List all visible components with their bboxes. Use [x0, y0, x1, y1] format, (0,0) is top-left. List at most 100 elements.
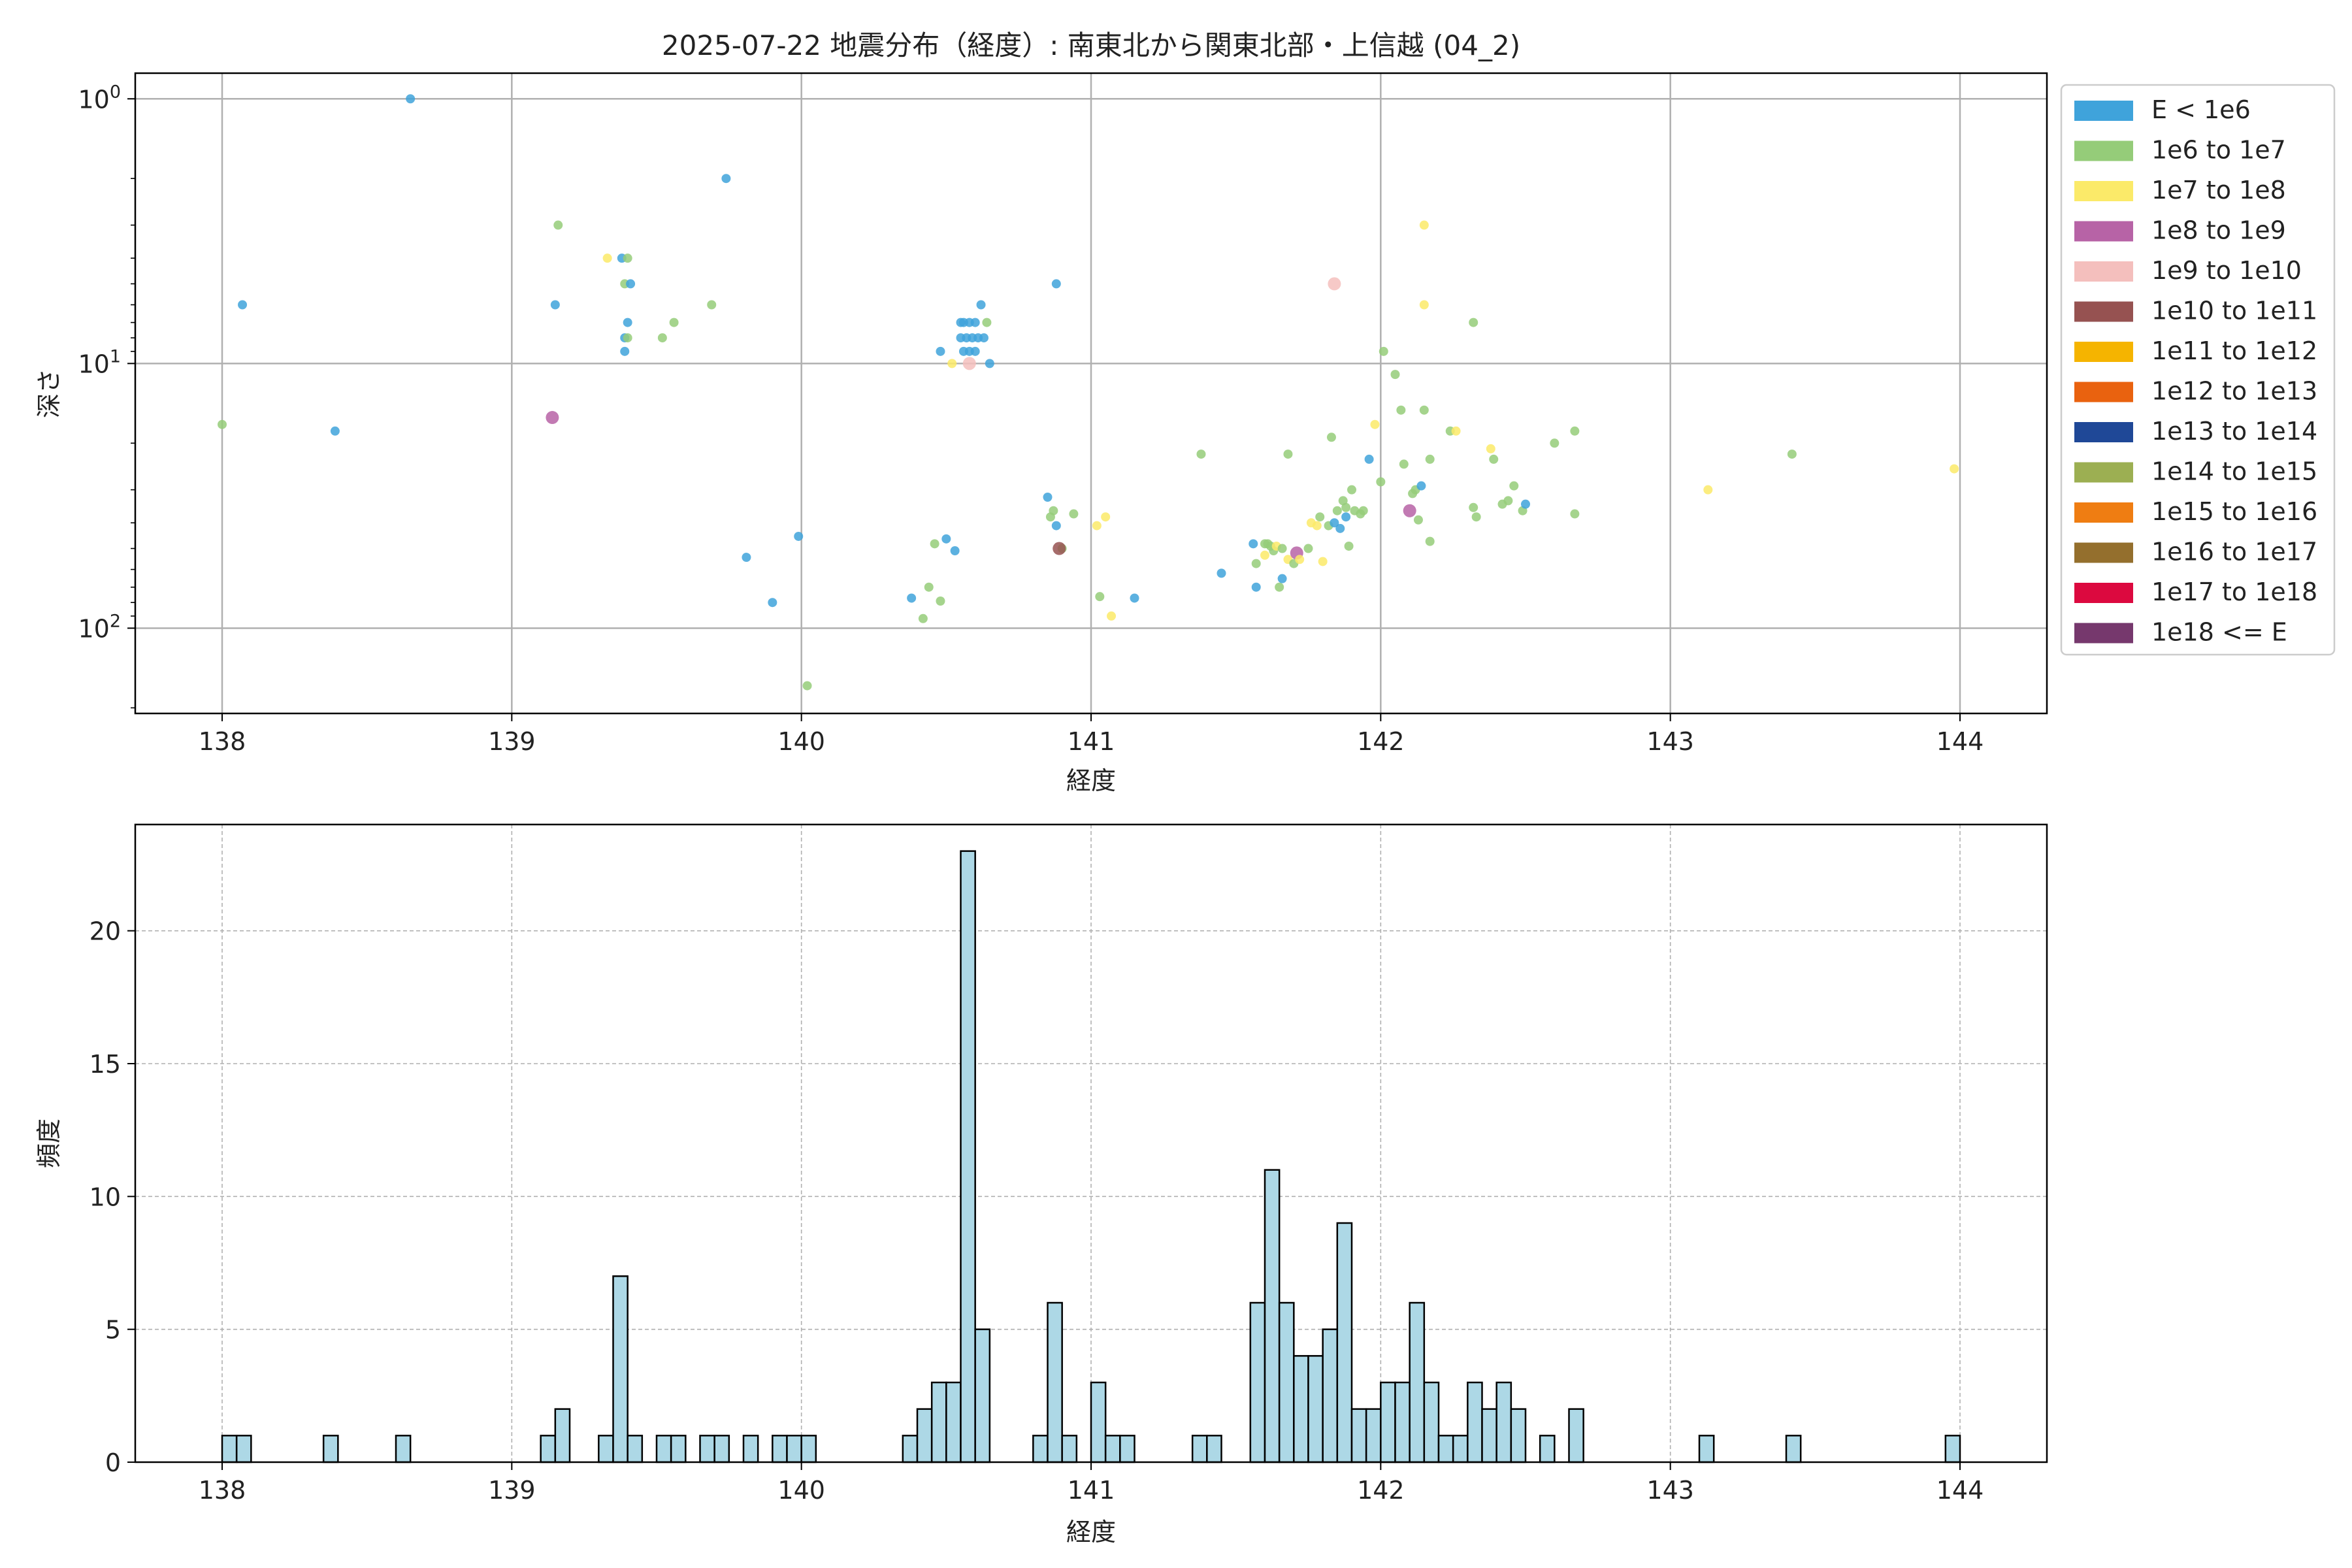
scatter-point	[1471, 512, 1481, 522]
histogram-x-ticks: 138 139 140 141 142 143 144	[199, 1462, 1984, 1505]
scatter-x-tick-label: 142	[1357, 727, 1405, 756]
legend-label: 1e17 to 1e18	[2151, 578, 2317, 606]
histogram-bars	[221, 850, 1961, 1463]
histogram-bar	[1322, 1328, 1339, 1463]
scatter-point	[1283, 449, 1293, 459]
scatter-point	[330, 426, 340, 436]
scatter-point	[1570, 426, 1580, 436]
scatter-point	[1341, 512, 1351, 522]
scatter-x-tick-label: 143	[1646, 727, 1694, 756]
legend-label: 1e14 to 1e15	[2151, 457, 2317, 486]
histogram-bar	[930, 1381, 947, 1463]
scatter-point	[1451, 426, 1461, 436]
legend-label: 1e8 to 1e9	[2151, 216, 2286, 245]
scatter-point	[1092, 521, 1102, 531]
scatter-point	[1396, 405, 1406, 415]
scatter-point	[602, 253, 612, 263]
scatter-point	[1403, 504, 1416, 517]
scatter-point	[1095, 592, 1105, 602]
histogram-bar	[540, 1435, 557, 1463]
scatter-point	[1326, 433, 1336, 442]
histogram-y-tick-label: 10	[90, 1183, 121, 1211]
histogram-bar	[902, 1435, 919, 1463]
histogram-grid	[135, 825, 2047, 1463]
legend-swatch	[2074, 301, 2133, 322]
scatter-point	[930, 539, 939, 549]
scatter-point	[970, 318, 980, 327]
legend-label: 1e15 to 1e16	[2151, 497, 2317, 526]
histogram-bar	[1481, 1408, 1497, 1463]
histogram-x-tick-label: 138	[199, 1476, 246, 1505]
histogram-y-tick-label: 0	[105, 1448, 121, 1477]
scatter-point	[936, 346, 945, 356]
histogram-y-tick-label: 5	[105, 1316, 121, 1345]
scatter-point	[1503, 496, 1513, 506]
legend-swatch	[2074, 261, 2133, 282]
histogram-bar	[772, 1435, 788, 1463]
histogram-bar	[1495, 1381, 1512, 1463]
legend-label: 1e13 to 1e14	[2151, 417, 2317, 446]
scatter-point	[1570, 509, 1580, 519]
histogram-bar	[742, 1435, 759, 1463]
histogram-bar	[945, 1381, 962, 1463]
histogram-bar	[1467, 1381, 1483, 1463]
histogram-bar	[1191, 1435, 1208, 1463]
histogram-y-tick-label: 15	[90, 1050, 121, 1079]
histogram-bar	[554, 1408, 571, 1463]
legend-label: 1e9 to 1e10	[2151, 256, 2302, 285]
scatter-x-tick-label: 139	[488, 727, 536, 756]
scatter-point	[1330, 518, 1339, 528]
histogram-bar	[1452, 1435, 1469, 1463]
scatter-point	[1509, 481, 1519, 491]
scatter-y-axis-label: 深さ	[35, 368, 63, 418]
scatter-point	[550, 300, 560, 310]
histogram-bar	[800, 1435, 817, 1463]
legend-label: 1e7 to 1e8	[2151, 176, 2286, 204]
scatter-point	[626, 279, 636, 289]
scatter-x-ticks: 138 139 140 141 142 143 144	[199, 713, 1984, 756]
scatter-point	[1358, 506, 1368, 515]
scatter-point	[1703, 485, 1713, 495]
scatter-point	[1318, 557, 1328, 566]
scatter-point	[657, 333, 667, 343]
histogram-bar	[1409, 1301, 1426, 1463]
histogram-bar	[1061, 1435, 1078, 1463]
scatter-point	[1787, 449, 1797, 459]
scatter-point	[1107, 611, 1117, 621]
histogram-x-tick-label: 143	[1646, 1476, 1694, 1505]
histogram-bar	[1206, 1435, 1222, 1463]
legend-swatch	[2074, 462, 2133, 483]
scatter-point	[669, 318, 679, 327]
scatter-point	[1251, 582, 1261, 592]
scatter-y-tick-label: 101	[78, 346, 121, 378]
scatter-point	[768, 598, 777, 608]
histogram-bar	[1350, 1408, 1367, 1463]
histogram-bar	[1698, 1435, 1715, 1463]
scatter-point	[962, 357, 976, 370]
scatter-point	[1364, 454, 1374, 464]
histogram-bar	[221, 1435, 238, 1463]
scatter-point	[918, 613, 928, 623]
legend-swatch	[2074, 101, 2133, 121]
scatter-point	[907, 593, 917, 603]
scatter-point	[1390, 370, 1400, 380]
scatter-point	[976, 300, 986, 310]
scatter-point	[1196, 449, 1206, 459]
histogram-bar	[670, 1435, 687, 1463]
histogram-bar	[1032, 1435, 1049, 1463]
histogram-y-axis-label: 頻度	[35, 1119, 63, 1168]
legend-label: 1e10 to 1e11	[2151, 297, 2317, 325]
scatter-point	[1260, 550, 1269, 560]
scatter-x-tick-label: 141	[1068, 727, 1115, 756]
scatter-point	[1249, 539, 1258, 549]
histogram-plot-frame	[134, 823, 2048, 1463]
legend-swatch	[2074, 382, 2133, 402]
scatter-point	[1049, 506, 1058, 515]
legend-label: 1e16 to 1e17	[2151, 538, 2317, 566]
scatter-point	[1486, 444, 1495, 453]
histogram-panel: 138 139 140 141 142 143 144 0 5 10 15 20 経度 頻度	[35, 823, 2048, 1546]
legend-swatch	[2074, 181, 2133, 201]
scatter-point	[406, 94, 416, 104]
histogram-bar	[235, 1435, 252, 1463]
scatter-point	[970, 346, 980, 356]
